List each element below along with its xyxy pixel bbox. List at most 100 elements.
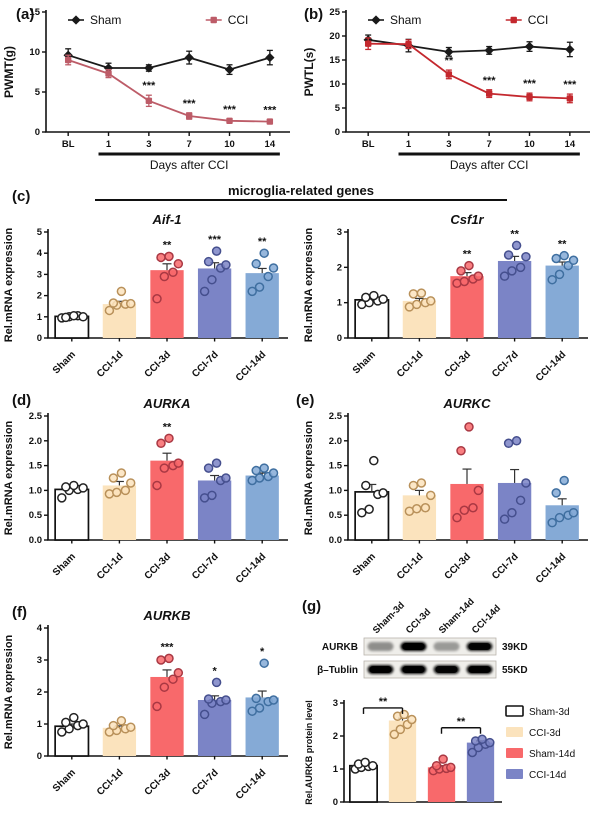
svg-text:CCI-7d: CCI-7d [490,349,521,380]
svg-text:1: 1 [37,312,43,323]
svg-text:3: 3 [37,269,42,280]
svg-text:2.0: 2.0 [29,436,42,447]
svg-text:2.5: 2.5 [329,411,343,422]
svg-text:CCI-3d: CCI-3d [529,728,561,739]
svg-text:0: 0 [337,333,342,344]
line-chart-pwmt: 0 5 10 15 BL 1 3 7 10 14 Days after CCI PWMT(g) *** *… [2,7,290,172]
svg-text:1: 1 [406,139,412,150]
svg-text:**: ** [463,249,472,261]
svg-text:0: 0 [37,751,42,762]
svg-text:Aif-1: Aif-1 [152,212,182,227]
svg-text:Csf1r: Csf1r [450,212,484,227]
svg-text:3: 3 [146,139,151,150]
bar-chart-aurkb: 0 1 2 3 4 Sham CCI-1d *** CCI-3d * CCI-7d * CCI-14d A… [3,608,288,802]
svg-text:10: 10 [329,79,340,90]
svg-text:Sham: Sham [351,551,378,578]
svg-text:***: *** [563,79,577,91]
svg-text:**: ** [510,228,519,240]
svg-text:20: 20 [329,31,340,42]
svg-text:10: 10 [29,47,40,58]
microglia-genes-title: microglia-related genes [228,183,374,198]
svg-text:10: 10 [524,139,535,150]
svg-text:Days after CCI: Days after CCI [450,158,529,172]
svg-text:3: 3 [333,698,338,709]
panel-label-c: (c) [12,188,31,205]
svg-text:CCI-14d: CCI-14d [234,551,269,586]
svg-text:CCI-3d: CCI-3d [404,607,434,637]
svg-text:0.0: 0.0 [329,535,342,546]
svg-text:2: 2 [337,262,342,273]
svg-text:**: ** [163,239,172,251]
svg-text:Sham: Sham [51,349,78,376]
svg-text:Sham: Sham [390,13,421,27]
svg-text:AURKA: AURKA [143,396,191,411]
svg-text:1.0: 1.0 [29,485,42,496]
svg-text:CCI-14d: CCI-14d [534,551,569,586]
svg-text:CCI-7d: CCI-7d [190,349,221,380]
svg-text:CCI-1d: CCI-1d [95,349,126,380]
svg-text:***: *** [161,641,175,653]
svg-text:*: * [212,665,217,677]
svg-text:CCI-3d: CCI-3d [443,551,474,582]
svg-text:**: ** [445,55,454,67]
svg-text:CCI-14d: CCI-14d [534,349,569,384]
svg-text:4: 4 [37,623,43,634]
svg-text:0: 0 [333,797,338,808]
svg-text:CCI-1d: CCI-1d [95,551,126,582]
svg-text:2.0: 2.0 [329,436,342,447]
svg-text:AURKC: AURKC [443,396,492,411]
svg-text:Sham: Sham [90,13,121,27]
svg-text:**: ** [163,421,172,433]
svg-text:CCI-3d: CCI-3d [143,349,174,380]
svg-text:1: 1 [106,139,112,150]
svg-text:2: 2 [37,687,42,698]
panel-label-b: (b) [304,6,324,23]
svg-text:Sham: Sham [351,349,378,376]
svg-text:BL: BL [362,139,375,150]
svg-text:14: 14 [565,139,576,150]
svg-text:1.0: 1.0 [329,485,342,496]
svg-text:4: 4 [37,248,43,259]
svg-text:0.0: 0.0 [29,535,42,546]
svg-text:7: 7 [187,139,192,150]
svg-text:10: 10 [224,139,235,150]
svg-text:CCI-1d: CCI-1d [95,767,126,798]
svg-text:55KD: 55KD [502,665,528,676]
svg-text:CCI-14d: CCI-14d [470,603,503,636]
svg-text:CCI-3d: CCI-3d [143,551,174,582]
svg-text:CCI-3d: CCI-3d [143,767,174,798]
svg-text:Rel.mRNA expression: Rel.mRNA expression [303,227,315,342]
line-chart-pwtl: 0 5 10 15 20 25 BL 1 3 7 10 14 Days after CCI PWTL(s)… [302,7,590,172]
svg-text:AURKB: AURKB [322,642,358,653]
svg-text:PWMT(g): PWMT(g) [2,46,16,98]
svg-text:Rel.mRNA expression: Rel.mRNA expression [3,227,15,342]
bar-chart-aurkb-protein: 0 1 2 3 ** ** Rel.AURKB protein level Sham-3d CC… [304,696,575,808]
svg-text:CCI-7d: CCI-7d [490,551,521,582]
svg-text:CCI-14d: CCI-14d [234,767,269,802]
svg-text:***: *** [142,80,156,92]
svg-text:25: 25 [329,7,340,18]
panel-label-e: (e) [296,392,315,409]
panel-label-a: (a) [16,6,35,23]
bar-chart-aurka: 0.0 0.5 1.0 1.5 2.0 2.5 Sham CCI-1d ** CCI-3d CCI-… [3,396,288,586]
svg-text:*: * [260,646,265,658]
svg-text:PWTL(s): PWTL(s) [302,48,316,97]
svg-text:5: 5 [335,103,341,114]
svg-text:CCI-14d: CCI-14d [529,770,566,781]
svg-text:***: *** [263,105,277,117]
svg-text:0.5: 0.5 [29,510,43,521]
svg-text:***: *** [183,98,197,110]
svg-text:***: *** [208,234,222,246]
svg-text:1: 1 [37,719,43,730]
svg-text:Sham-14d: Sham-14d [529,749,575,760]
svg-text:3: 3 [337,227,342,238]
svg-text:Rel.mRNA expression: Rel.mRNA expression [303,420,315,535]
panel-label-d: (d) [12,392,32,409]
svg-text:CCI-1d: CCI-1d [395,551,426,582]
svg-text:0.5: 0.5 [329,510,343,521]
svg-text:Rel.mRNA expression: Rel.mRNA expression [3,420,15,535]
panel-label-g: (g) [302,598,322,615]
svg-text:7: 7 [487,139,492,150]
